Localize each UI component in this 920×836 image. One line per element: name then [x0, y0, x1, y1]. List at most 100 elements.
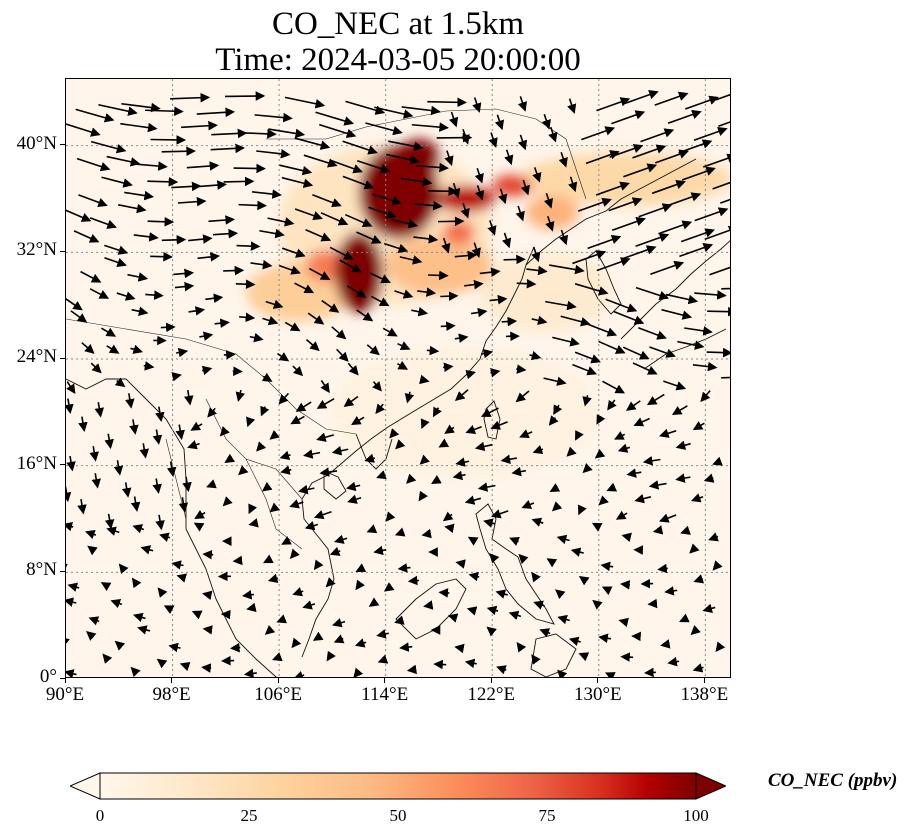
wind-arrow	[679, 613, 690, 623]
wind-arrow	[581, 126, 616, 141]
wind-arrow	[90, 140, 127, 154]
wind-arrow	[596, 257, 631, 272]
wind-arrow	[170, 92, 211, 103]
wind-arrow	[145, 106, 184, 117]
wind-arrow	[594, 448, 606, 459]
wind-arrow	[551, 501, 563, 512]
wind-arrow	[399, 255, 423, 265]
colorbar-gradient	[99, 772, 697, 800]
map-canvas[interactable]	[66, 79, 731, 678]
wind-arrow	[176, 573, 188, 583]
wind-arrow	[212, 228, 239, 239]
wind-arrow	[452, 470, 466, 481]
wind-arrow	[374, 106, 414, 119]
wind-arrow	[605, 298, 638, 313]
wind-arrow	[173, 268, 195, 279]
wind-arrow	[196, 180, 227, 190]
wind-arrow	[652, 525, 664, 535]
wind-arrow	[690, 493, 704, 503]
wind-arrow	[342, 140, 378, 155]
wind-arrow	[471, 242, 481, 258]
wind-arrow	[708, 532, 719, 542]
wind-arrow	[397, 341, 411, 350]
wind-arrow	[316, 432, 335, 442]
wind-arrow	[305, 229, 332, 242]
colorbar-tick-label: 100	[683, 806, 709, 825]
wind-arrow	[418, 490, 428, 502]
wind-arrow	[611, 216, 646, 232]
wind-arrow	[161, 235, 187, 245]
wind-arrow	[89, 446, 99, 462]
wind-arrow	[329, 246, 354, 260]
wind-arrow	[675, 473, 691, 483]
wind-arrow	[66, 123, 101, 137]
wind-arrow	[620, 652, 634, 662]
wind-arrow	[614, 431, 626, 440]
wind-arrow	[432, 406, 442, 418]
wind-arrow	[134, 161, 168, 171]
colorbar-tick-label: 25	[240, 806, 258, 825]
map-panel[interactable]	[65, 78, 731, 678]
wind-arrow	[171, 560, 184, 570]
colorbar-tick-label: 0	[95, 806, 105, 825]
wind-arrow	[132, 612, 146, 623]
wind-arrow	[319, 467, 338, 477]
wind-arrow	[66, 381, 76, 395]
wind-arrow	[519, 429, 533, 439]
wind-arrow	[406, 473, 417, 484]
wind-arrow	[98, 103, 138, 116]
wind-arrow	[201, 663, 212, 673]
wind-arrow	[414, 200, 443, 211]
wind-arrow	[157, 587, 168, 598]
wind-arrow	[679, 243, 714, 258]
wind-arrow	[155, 514, 165, 531]
wind-arrow	[479, 267, 501, 277]
wind-arrow	[407, 575, 419, 586]
wind-arrow	[515, 390, 530, 403]
wind-arrow	[578, 652, 590, 662]
lon-tick-mark	[703, 678, 705, 683]
wind-arrow	[181, 120, 218, 131]
wind-arrow	[365, 122, 403, 136]
wind-arrow	[460, 129, 470, 145]
wind-arrow	[438, 588, 450, 598]
taiwan-island	[483, 400, 501, 440]
wind-arrow	[511, 466, 527, 477]
wind-arrow	[515, 205, 525, 222]
wind-arrow	[373, 545, 387, 556]
wind-arrow	[613, 310, 645, 325]
wind-arrow	[188, 234, 213, 244]
wind-arrow	[205, 293, 224, 304]
wind-arrow	[578, 576, 590, 586]
wind-arrow	[376, 470, 387, 480]
wind-arrow	[262, 315, 279, 326]
wind-arrow	[332, 618, 346, 628]
wind-arrow	[567, 98, 577, 114]
wind-arrow	[329, 546, 341, 556]
wind-arrow	[488, 132, 498, 148]
colorbar-graphic	[68, 772, 728, 800]
wind-arrow	[438, 438, 450, 448]
wind-arrow	[66, 597, 77, 607]
wind-arrow	[558, 229, 569, 246]
wind-arrow	[622, 245, 657, 260]
wind-arrow	[279, 264, 301, 275]
wind-arrow	[623, 163, 658, 178]
wind-arrow	[574, 283, 609, 296]
wind-arrow	[343, 395, 359, 407]
wind-arrow	[706, 347, 730, 358]
wind-arrow	[312, 193, 342, 208]
wind-arrow	[302, 600, 316, 610]
wind-arrow	[617, 443, 631, 453]
wind-arrow	[391, 218, 419, 229]
wind-arrow	[419, 454, 430, 465]
wind-arrow	[541, 113, 551, 130]
wind-arrow	[284, 96, 326, 109]
wind-arrow	[214, 318, 230, 329]
wind-arrow	[346, 481, 361, 492]
wind-arrow	[175, 424, 185, 440]
wind-arrow	[596, 97, 631, 112]
wind-arrow	[292, 365, 304, 377]
wind-arrow	[303, 154, 338, 168]
wind-arrow	[137, 625, 151, 635]
